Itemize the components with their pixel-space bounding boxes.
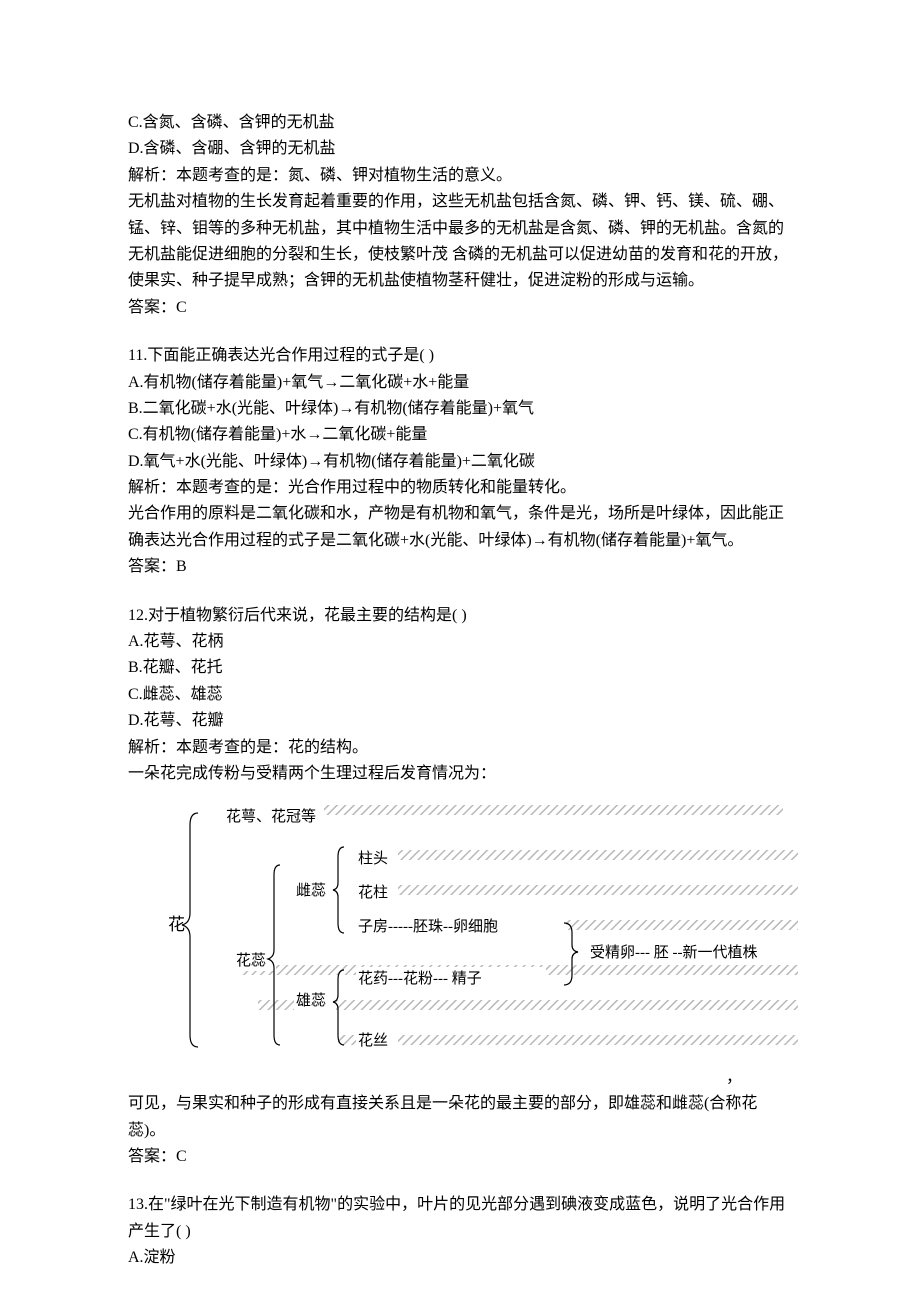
diagram-label-xiongrui: 雄蕊 [296,992,326,1009]
q12-option-d: D.花萼、花瓣 [128,708,792,734]
diagram-label-huarui: 花蕊 [236,952,266,969]
flower-structure-diagram: 花 花萼、花冠等 花蕊 雌蕊 雄蕊 柱头 花柱 子房-----胚珠--卵细胞 花… [158,805,792,1064]
diagram-label-huasi: 花丝 [358,1032,388,1049]
q12-option-c: C.雌蕊、雄蕊 [128,682,792,708]
q13-stem: 13.在"绿叶在光下制造有机物"的实验中，叶片的见光部分遇到碘液变成蓝色，说明了… [128,1192,792,1245]
q10-option-c: C.含氮、含磷、含钾的无机盐 [128,110,792,136]
q12-conclusion: 可见，与果实和种子的形成有直接关系且是一朵花的最主要的部分，即雄蕊和雌蕊(合称花… [128,1091,792,1144]
q11-analysis-label: 解析：本题考查的是：光合作用过程中的物质转化和能量转化。 [128,475,792,501]
q10-analysis-label: 解析：本题考查的是：氮、磷、钾对植物生活的意义。 [128,163,792,189]
q11-analysis-body: 光合作用的原料是二氧化碳和水，产物是有机物和氧气，条件是光，场所是叶绿体，因此能… [128,501,792,554]
diagram-label-hua: 花 [168,915,185,934]
q11-option-c: C.有机物(储存着能量)+水→二氧化碳+能量 [128,422,792,448]
diagram-label-zifang: 子房-----胚珠--卵细胞 [358,918,498,935]
diagram-label-right: 受精卵--- 胚 --新一代植株 [590,944,757,961]
diagram-label-cirui: 雌蕊 [296,882,326,899]
q10-answer: 答案：C [128,295,792,321]
diagram-label-huayao: 花药---花粉--- 精子 [358,970,482,987]
diagram-label-zhutou: 柱头 [358,850,388,867]
q11-answer: 答案：B [128,554,792,580]
q12-option-a: A.花萼、花柄 [128,629,792,655]
q11-stem: 11.下面能正确表达光合作用过程的式子是( ) [128,343,792,369]
q10-analysis-body: 无机盐对植物的生长发育起着重要的作用，这些无机盐包括含氮、磷、钾、钙、镁、硫、硼… [128,189,792,295]
diagram-label-huazhu: 花柱 [358,884,388,901]
q12-analysis-label: 解析：本题考查的是：花的结构。 [128,735,792,761]
q12-stem: 12.对于植物繁衍后代来说，花最主要的结构是( ) [128,603,792,629]
q11-option-a: A.有机物(储存着能量)+氧气→二氧化碳+水+能量 [128,370,792,396]
diagram-label-top: 花萼、花冠等 [226,807,316,825]
q12-answer: 答案：C [128,1144,792,1170]
q11-option-d: D.氧气+水(光能、叶绿体)→有机物(储存着能量)+二氧化碳 [128,449,792,475]
q12-analysis-body: 一朵花完成传粉与受精两个生理过程后发育情况为： [128,761,792,787]
q12-option-b: B.花瓣、花托 [128,655,792,681]
q11-option-b: B.二氧化碳+水(光能、叶绿体)→有机物(储存着能量)+氧气 [128,396,792,422]
q10-option-d: D.含磷、含硼、含钾的无机盐 [128,136,792,162]
q13-option-a: A.淀粉 [128,1245,792,1271]
q12-diagram-comma: ， [128,1065,792,1091]
